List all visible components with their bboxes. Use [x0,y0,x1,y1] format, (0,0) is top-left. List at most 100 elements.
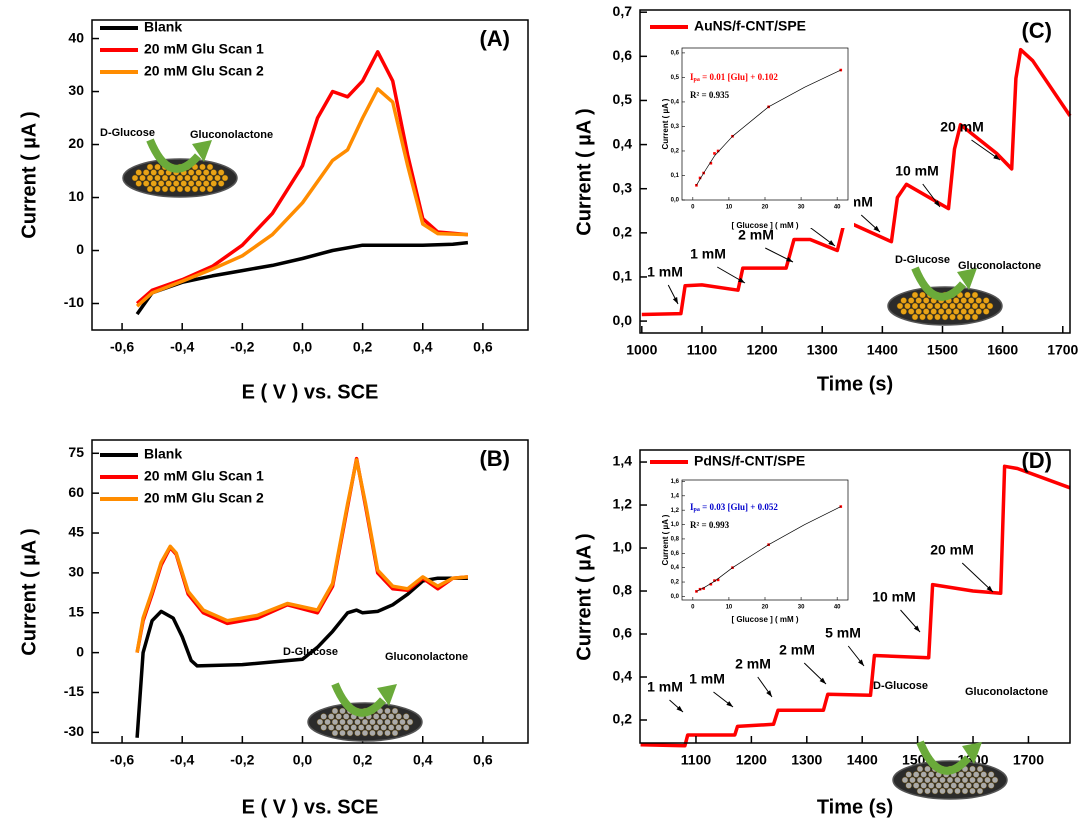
particle [920,771,927,778]
particle [176,185,184,193]
particle [911,291,919,299]
annotation: 10 mM [872,589,916,605]
y-tick-label: 0,4 [671,565,680,571]
particle [339,729,346,737]
particle [916,765,924,773]
eq-rest: = 0.01 [Glu] + 0.102 [700,72,779,82]
particle [983,297,990,304]
legend-label: Blank [144,446,182,462]
particle [965,771,972,778]
x-tick-label: 1100 [681,752,712,768]
particle [946,787,954,795]
x-tick-label: 1700 [1047,342,1078,358]
y-axis-label: Current ( µA ) [661,98,670,149]
particle [331,718,339,726]
particle [900,308,907,315]
electrode-illustration: D-Glucose Gluconolactone [873,680,1048,800]
particle [901,776,909,784]
panel: -0,6 -0,4 -0,2 0,0 0,2 0,4 0,6 -30 -15 0 15 30 45 60 7… [18,439,529,818]
y-tick-label: 0,8 [613,582,633,598]
arrow-head [738,277,745,283]
particle [376,729,384,737]
particle [135,169,142,176]
particle [191,185,199,193]
illustration-label: Gluconolactone [958,260,1041,272]
particle [335,713,342,720]
particle [900,297,907,304]
particle [361,729,369,737]
particle [206,185,214,193]
particle [161,185,169,193]
particle [195,169,202,176]
x-tick-label: 10 [726,205,733,211]
fit-equation: Ipa = 0.03 [Glu] + 0.052 [690,502,778,513]
panel-label: (C) [1021,18,1052,43]
illustration-label: Gluconolactone [385,651,468,663]
particle [913,782,920,789]
particle [960,308,967,315]
particle [938,308,945,315]
reaction-arrow-head [957,268,977,290]
x-tick-label: 1200 [736,752,767,768]
particle [320,724,327,731]
arrow-head [726,701,733,707]
particle [934,313,941,321]
y-tick-label: 0,7 [613,3,633,19]
x-tick-label: 0,0 [293,339,313,355]
particle [380,713,387,720]
particle [373,713,380,720]
reaction-arrow [331,682,387,717]
particle [331,729,339,737]
data-point [709,582,713,586]
particle [335,724,342,731]
x-tick-label: 1400 [867,342,898,358]
particle [916,776,924,784]
particle [923,297,930,304]
reaction-arrow [916,740,972,775]
particle [954,776,961,784]
eq-symbol: I [690,72,694,82]
particle [971,291,979,299]
y-tick-label: 1,6 [671,479,680,485]
annotation: 1 mM [647,264,683,280]
particle [146,185,154,193]
annotation: 10 mM [895,163,939,179]
plot-frame [639,449,1071,744]
illustration-label: D-Glucose [100,127,155,139]
particle [980,771,987,778]
particle [384,707,391,715]
particle [934,302,941,310]
particle [217,180,225,187]
particle [358,724,365,731]
particle [339,718,346,726]
x-axis-label: E ( V ) vs. SCE [242,381,379,403]
plot-frame [639,9,1071,334]
y-tick-label: 0,4 [613,135,633,151]
reaction-arrow [146,138,202,173]
x-tick-label: 30 [798,205,805,211]
annotation: 2 mM [738,227,774,243]
y-tick-label: 10 [68,188,84,204]
particle [350,724,357,731]
fit-r2: R² = 0.935 [690,90,730,100]
particle [984,776,991,784]
x-tick-label: 1400 [847,752,878,768]
x-tick-label: -0,4 [170,339,194,355]
arrow-head [858,659,864,666]
particle [991,776,999,784]
plot-frame [91,19,529,331]
particle [157,169,165,176]
panel-label: (B) [479,446,510,471]
particle [949,313,956,321]
x-tick-label: 1100 [687,342,718,358]
particle [965,782,972,789]
particle [202,169,210,176]
y-axis-label: Current ( µA ) [661,514,670,565]
arrow-head [786,256,793,262]
x-tick-label: 0,6 [473,752,493,768]
y-tick-label: 0,2 [671,580,680,586]
y-axis-label: Current ( µA ) [573,533,595,660]
particle [388,724,395,731]
x-tick-label: 0,6 [473,339,493,355]
x-axis-label: Time (s) [817,796,893,818]
